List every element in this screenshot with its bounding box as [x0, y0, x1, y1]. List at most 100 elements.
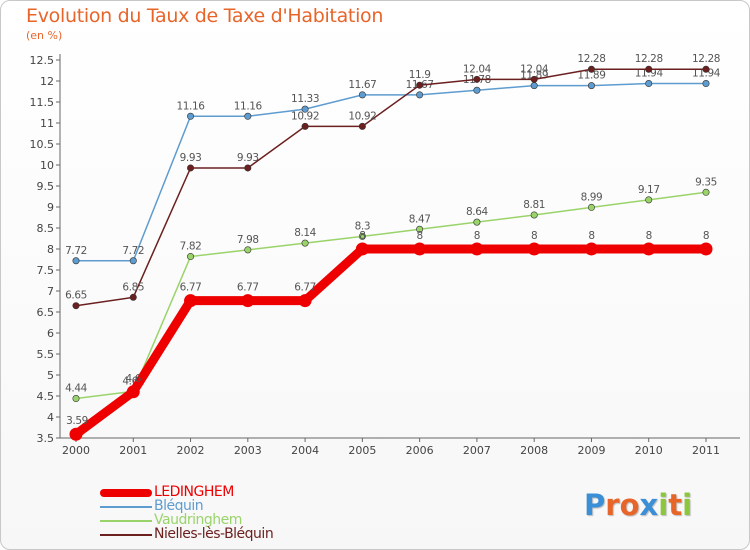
point-blequin	[530, 82, 538, 90]
point-vaudringhem	[587, 203, 595, 211]
data-label-nielles-les-blequin: 6.65	[65, 290, 87, 302]
data-label-ledinghem: 8	[416, 230, 422, 242]
data-label-vaudringhem: 8.3	[355, 220, 371, 232]
data-label-blequin: 7.72	[122, 245, 144, 257]
data-label-vaudringhem: 7.98	[237, 234, 259, 246]
point-vaudringhem	[301, 239, 309, 247]
point-vaudringhem	[416, 225, 424, 233]
series-line-blequin	[76, 82, 706, 262]
y-tick-label: 8	[47, 243, 54, 256]
point-nielles-les-blequin	[301, 122, 309, 130]
point-blequin	[645, 80, 653, 88]
point-blequin	[587, 82, 595, 90]
point-ledinghem	[355, 242, 369, 256]
series-line-vaudringhem	[75, 191, 707, 400]
data-label-nielles-les-blequin: 9.93	[180, 152, 202, 164]
point-blequin	[187, 112, 195, 120]
point-ledinghem	[69, 427, 83, 441]
y-tick-label: 4	[47, 411, 54, 424]
y-tick-label: 4.5	[37, 390, 55, 403]
data-label-nielles-les-blequin: 12.04	[463, 63, 492, 75]
data-label-ledinghem: 4.6	[126, 373, 142, 385]
x-tick-label: 2011	[692, 444, 720, 457]
data-label-blequin: 11.16	[234, 100, 263, 112]
x-tick-label: 2007	[463, 444, 491, 457]
y-tick-label: 11	[40, 117, 54, 130]
data-label-vaudringhem: 8.81	[523, 199, 545, 211]
y-tick-label: 9.5	[37, 180, 55, 193]
data-label-ledinghem: 6.77	[180, 282, 202, 294]
data-label-vaudringhem: 9.17	[638, 184, 660, 196]
data-label-blequin: 11.94	[692, 68, 721, 80]
point-vaudringhem	[530, 211, 538, 219]
point-vaudringhem	[72, 395, 80, 403]
point-vaudringhem	[473, 218, 481, 226]
point-vaudringhem	[244, 246, 252, 254]
data-label-blequin: 11.67	[348, 79, 376, 91]
legend-label: Vaudringhem	[154, 512, 242, 528]
x-tick-label: 2003	[234, 444, 262, 457]
data-label-ledinghem: 8	[474, 230, 480, 242]
data-label-vaudringhem: 4.44	[65, 383, 87, 395]
data-label-nielles-les-blequin: 9.93	[237, 152, 259, 164]
data-label-nielles-les-blequin: 12.04	[520, 63, 549, 75]
y-tick-label: 6	[47, 327, 54, 340]
point-ledinghem	[298, 294, 312, 308]
point-ledinghem	[527, 242, 541, 256]
y-tick-label: 12.5	[30, 54, 55, 67]
point-nielles-les-blequin	[645, 65, 653, 73]
proxiti-logo: Proxiti	[584, 488, 693, 522]
point-nielles-les-blequin	[187, 164, 195, 172]
point-ledinghem	[126, 385, 140, 399]
legend-swatch	[100, 489, 152, 497]
legend-swatch	[100, 506, 152, 508]
point-nielles-les-blequin	[473, 75, 481, 83]
y-tick-label: 5.5	[37, 348, 55, 361]
point-blequin	[129, 257, 137, 265]
data-label-blequin: 11.33	[291, 93, 319, 105]
x-tick-label: 2010	[635, 444, 663, 457]
x-tick-label: 2001	[119, 444, 147, 457]
point-vaudringhem	[187, 253, 195, 261]
data-label-ledinghem: 8	[703, 230, 709, 242]
data-label-vaudringhem: 8.14	[294, 227, 316, 239]
data-label-vaudringhem: 7.82	[180, 241, 202, 253]
legend-swatch	[100, 534, 152, 536]
y-tick-label: 12	[40, 75, 54, 88]
y-tick-label: 7.5	[37, 264, 55, 277]
point-ledinghem	[470, 242, 484, 256]
y-tick-label: 10	[40, 159, 54, 172]
data-label-ledinghem: 3.59	[66, 415, 88, 427]
point-nielles-les-blequin	[72, 302, 80, 310]
data-label-blequin: 7.72	[65, 245, 87, 257]
series-line-nielles-les-blequin	[75, 68, 706, 307]
data-label-blequin: 11.16	[177, 100, 206, 112]
legend-label: Bléquin	[154, 498, 204, 514]
x-tick-label: 2002	[177, 444, 205, 457]
y-tick-label: 5	[47, 369, 54, 382]
data-label-nielles-les-blequin: 12.28	[635, 53, 663, 65]
data-label-nielles-les-blequin: 12.28	[577, 53, 605, 65]
data-label-nielles-les-blequin: 12.28	[692, 53, 720, 65]
y-tick-label: 3.5	[37, 432, 55, 445]
point-blequin	[702, 80, 710, 88]
point-vaudringhem	[645, 196, 653, 204]
x-tick-label: 2008	[520, 444, 548, 457]
data-label-nielles-les-blequin: 10.92	[348, 110, 376, 122]
x-tick-label: 2000	[62, 444, 90, 457]
point-ledinghem	[699, 242, 713, 256]
data-label-blequin: 11.94	[635, 68, 664, 80]
legend-label: Nielles-lès-Bléquin	[154, 526, 274, 542]
y-tick-label: 8.5	[37, 222, 55, 235]
x-tick-label: 2009	[577, 444, 605, 457]
data-label-ledinghem: 6.77	[237, 282, 259, 294]
point-blequin	[72, 257, 80, 265]
y-tick-label: 11.5	[30, 96, 55, 109]
y-tick-label: 7	[47, 285, 54, 298]
x-tick-label: 2005	[348, 444, 376, 457]
data-label-vaudringhem: 9.35	[695, 176, 717, 188]
point-ledinghem	[642, 242, 656, 256]
point-nielles-les-blequin	[587, 65, 595, 73]
x-tick-label: 2006	[406, 444, 434, 457]
point-nielles-les-blequin	[358, 122, 366, 130]
